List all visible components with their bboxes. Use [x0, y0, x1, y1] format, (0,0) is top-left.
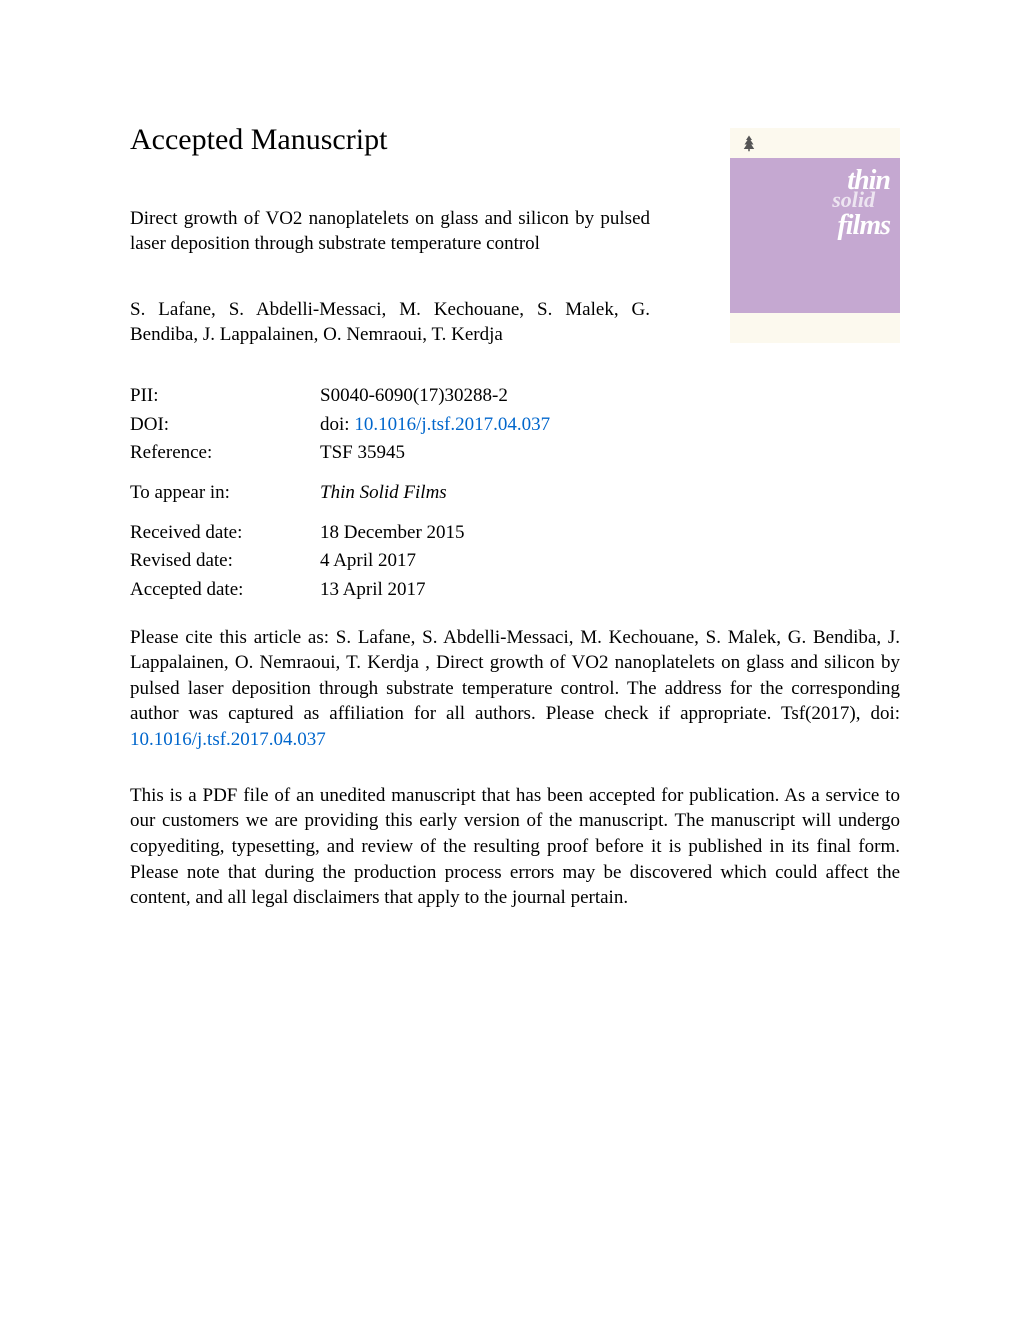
doi-prefix: doi: — [320, 414, 350, 435]
meta-value: Thin Solid Films — [320, 480, 447, 506]
meta-value: doi: 10.1016/j.tsf.2017.04.037 — [320, 412, 550, 438]
citation-doi-link[interactable]: 10.1016/j.tsf.2017.04.037 — [130, 729, 326, 750]
meta-label: Received date: — [130, 520, 320, 546]
meta-label: Reference: — [130, 440, 320, 466]
meta-value: 4 April 2017 — [320, 548, 416, 574]
journal-cover: thin solid films — [730, 128, 900, 343]
meta-row-reference: Reference: TSF 35945 — [130, 440, 900, 466]
journal-logo-line3: films — [760, 215, 890, 237]
meta-value: S0040-6090(17)30288-2 — [320, 383, 508, 409]
cover-top-strip — [730, 128, 900, 158]
metadata-table: PII: S0040-6090(17)30288-2 DOI: doi: 10.… — [130, 383, 900, 602]
meta-label: Revised date: — [130, 548, 320, 574]
meta-label: Accepted date: — [130, 577, 320, 603]
journal-logo-line2: solid — [832, 191, 890, 209]
citation-text: Please cite this article as: S. Lafane, … — [130, 625, 900, 753]
meta-row-pii: PII: S0040-6090(17)30288-2 — [130, 383, 900, 409]
meta-value: TSF 35945 — [320, 440, 405, 466]
cover-bottom-strip — [730, 313, 900, 343]
meta-label: DOI: — [130, 412, 320, 438]
article-title: Direct growth of VO2 nanoplatelets on gl… — [130, 206, 650, 257]
meta-row-received: Received date: 18 December 2015 — [130, 520, 900, 546]
author-list: S. Lafane, S. Abdelli-Messaci, M. Kechou… — [130, 297, 650, 348]
journal-logo: thin solid films — [760, 170, 890, 237]
disclaimer-text: This is a PDF file of an unedited manusc… — [130, 783, 900, 911]
meta-value: 18 December 2015 — [320, 520, 465, 546]
meta-row-toappear: To appear in: Thin Solid Films — [130, 480, 900, 506]
meta-row-accepted: Accepted date: 13 April 2017 — [130, 577, 900, 603]
citation-prefix: Please cite this article as: S. Lafane, … — [130, 627, 900, 725]
doi-link[interactable]: 10.1016/j.tsf.2017.04.037 — [354, 414, 550, 435]
meta-row-revised: Revised date: 4 April 2017 — [130, 548, 900, 574]
meta-label: To appear in: — [130, 480, 320, 506]
page-title: Accepted Manuscript — [130, 120, 710, 161]
meta-label: PII: — [130, 383, 320, 409]
header-row: Accepted Manuscript Direct growth of VO2… — [130, 120, 900, 373]
publisher-tree-icon — [740, 134, 758, 152]
meta-value: 13 April 2017 — [320, 577, 426, 603]
meta-row-doi: DOI: doi: 10.1016/j.tsf.2017.04.037 — [130, 412, 900, 438]
header-left: Accepted Manuscript Direct growth of VO2… — [130, 120, 730, 373]
